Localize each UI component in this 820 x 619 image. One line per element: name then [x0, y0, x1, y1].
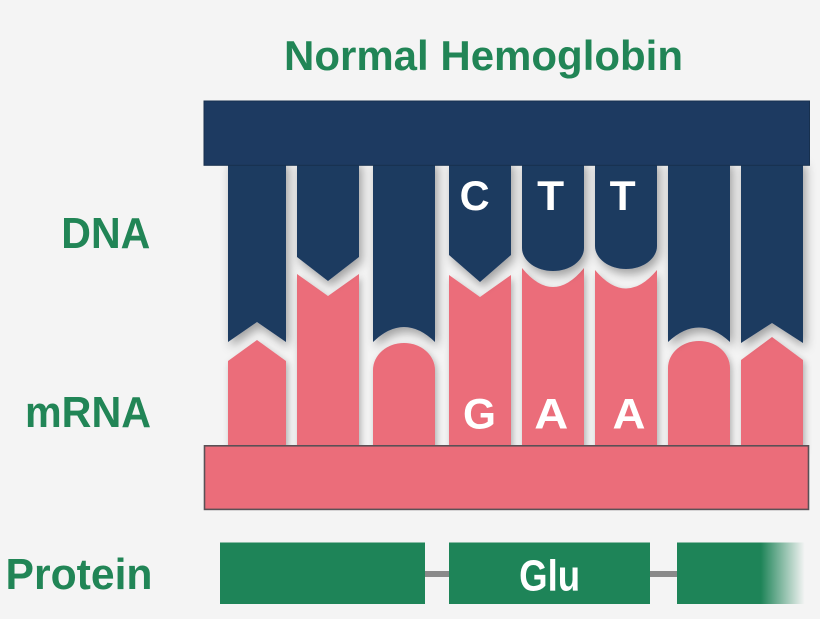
svg-text:Normal Hemoglobin: Normal Hemoglobin [284, 32, 683, 79]
svg-text:C: C [460, 172, 490, 219]
svg-text:mRNA: mRNA [25, 389, 151, 437]
svg-text:A: A [534, 391, 568, 439]
svg-text:Protein: Protein [6, 550, 153, 599]
svg-text:G: G [463, 391, 496, 439]
svg-text:DNA: DNA [61, 209, 150, 258]
svg-text:T: T [610, 172, 636, 219]
svg-text:A: A [613, 391, 646, 439]
svg-text:Glu: Glu [519, 552, 580, 601]
svg-text:T: T [537, 172, 564, 219]
